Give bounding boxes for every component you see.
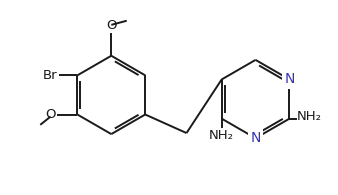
Text: Br: Br bbox=[43, 69, 58, 82]
Text: N: N bbox=[250, 131, 261, 145]
Text: N: N bbox=[284, 73, 295, 86]
Text: NH₂: NH₂ bbox=[297, 110, 322, 123]
Text: O: O bbox=[45, 108, 56, 121]
Text: NH₂: NH₂ bbox=[209, 129, 234, 142]
Text: O: O bbox=[106, 19, 117, 32]
